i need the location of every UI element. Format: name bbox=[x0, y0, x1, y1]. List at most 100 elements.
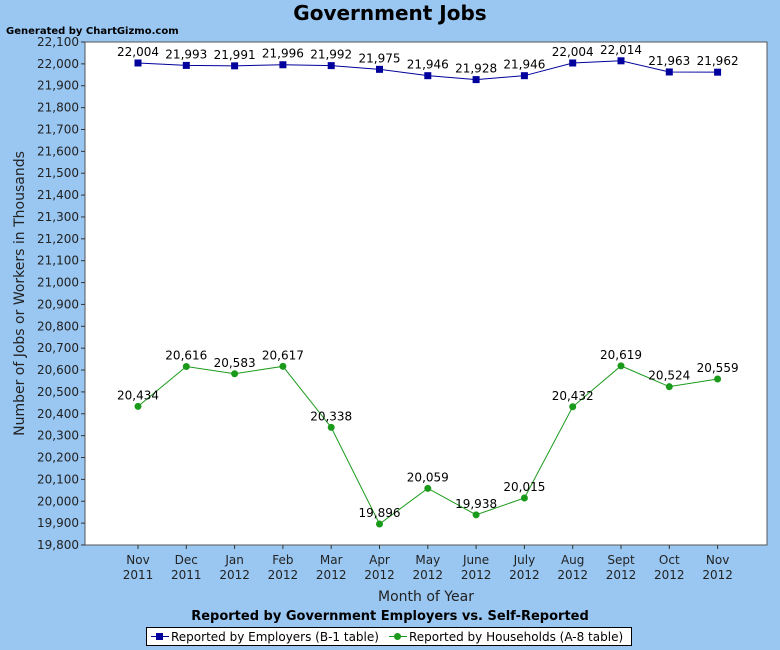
data-label: 22,004 bbox=[117, 45, 159, 59]
y-tick-label: 21,500 bbox=[37, 166, 79, 180]
data-point bbox=[424, 72, 432, 80]
data-label: 21,992 bbox=[310, 48, 352, 62]
y-tick-label: 21,000 bbox=[37, 276, 79, 290]
y-tick-label: 21,900 bbox=[37, 79, 79, 93]
y-tick-label: 19,900 bbox=[37, 516, 79, 530]
y-tick-label: 19,800 bbox=[37, 538, 79, 552]
x-tick-label: 2011 bbox=[171, 568, 202, 582]
x-tick-label: 2012 bbox=[702, 568, 733, 582]
data-label: 20,338 bbox=[310, 409, 352, 423]
data-point bbox=[520, 494, 528, 502]
data-label: 20,616 bbox=[165, 349, 207, 363]
y-tick-label: 20,700 bbox=[37, 341, 79, 355]
data-point bbox=[617, 57, 625, 65]
data-label: 21,996 bbox=[262, 47, 304, 61]
x-tick-label: June bbox=[462, 553, 489, 567]
data-point bbox=[231, 370, 239, 378]
data-point bbox=[327, 423, 335, 431]
legend-label-households: Reported by Households (A-8 table) bbox=[408, 629, 624, 644]
data-point bbox=[327, 62, 335, 70]
chart-subtitle: Reported by Government Employers vs. Sel… bbox=[191, 609, 589, 624]
data-label: 20,559 bbox=[697, 361, 739, 375]
x-tick-label: 2012 bbox=[606, 568, 637, 582]
y-axis-label: Number of Jobs or Workers in Thousands bbox=[12, 151, 28, 436]
data-point bbox=[231, 62, 239, 70]
generated-by-label: Generated by ChartGizmo.com bbox=[6, 26, 179, 37]
data-point bbox=[182, 363, 190, 371]
data-point bbox=[472, 76, 480, 84]
x-tick-label: Apr bbox=[369, 553, 390, 567]
data-point bbox=[279, 362, 287, 370]
data-point bbox=[182, 61, 190, 69]
x-tick-label: 2012 bbox=[509, 568, 540, 582]
data-point bbox=[617, 362, 625, 370]
y-tick-label: 20,400 bbox=[37, 407, 79, 421]
x-tick-label: 2012 bbox=[461, 568, 492, 582]
chart-title: Government Jobs bbox=[293, 1, 487, 25]
data-point bbox=[279, 61, 287, 69]
x-tick-label: July bbox=[513, 553, 536, 567]
y-tick-label: 20,300 bbox=[37, 429, 79, 443]
data-label: 20,583 bbox=[214, 356, 256, 370]
data-label: 20,524 bbox=[648, 369, 690, 383]
x-tick-label: 2012 bbox=[219, 568, 250, 582]
x-tick-label: Nov bbox=[126, 553, 149, 567]
x-tick-label: May bbox=[415, 553, 440, 567]
chart-legend: Reported by Employers (B-1 table) Report… bbox=[146, 627, 632, 646]
y-tick-label: 21,100 bbox=[37, 254, 79, 268]
legend-item-households: Reported by Households (A-8 table) bbox=[388, 629, 624, 644]
y-tick-label: 21,800 bbox=[37, 101, 79, 115]
data-label: 20,434 bbox=[117, 388, 159, 402]
x-tick-label: 2011 bbox=[123, 568, 154, 582]
y-tick-label: 21,400 bbox=[37, 188, 79, 202]
legend-label-employers: Reported by Employers (B-1 table) bbox=[171, 629, 379, 644]
x-tick-label: Dec bbox=[175, 553, 198, 567]
x-tick-label: Nov bbox=[706, 553, 729, 567]
data-point bbox=[520, 72, 528, 80]
x-axis-label: Month of Year bbox=[378, 589, 474, 605]
x-tick-label: Oct bbox=[659, 553, 680, 567]
x-tick-label: 2012 bbox=[413, 568, 444, 582]
data-label: 21,975 bbox=[359, 51, 401, 65]
y-tick-label: 20,500 bbox=[37, 385, 79, 399]
data-point bbox=[472, 511, 480, 519]
data-label: 20,015 bbox=[503, 480, 545, 494]
x-tick-label: 2012 bbox=[654, 568, 685, 582]
y-tick-label: 20,200 bbox=[37, 451, 79, 465]
x-tick-label: Aug bbox=[561, 553, 584, 567]
data-label: 20,619 bbox=[600, 348, 642, 362]
x-tick-label: 2012 bbox=[557, 568, 588, 582]
x-tick-label: 2012 bbox=[316, 568, 347, 582]
line-chart: 19,800 19,900 20,000 20,100 20,200 20,300 20,4… bbox=[12, 35, 768, 605]
data-label: 20,617 bbox=[262, 348, 304, 362]
data-label: 22,014 bbox=[600, 43, 642, 57]
y-tick-label: 20,900 bbox=[37, 297, 79, 311]
data-label: 21,963 bbox=[648, 54, 690, 68]
data-label: 19,896 bbox=[359, 506, 401, 520]
y-tick-label: 21,200 bbox=[37, 232, 79, 246]
x-tick-label: Feb bbox=[272, 553, 293, 567]
data-label: 21,928 bbox=[455, 62, 497, 76]
x-tick-label: 2012 bbox=[268, 568, 299, 582]
y-tick-label: 20,800 bbox=[37, 319, 79, 333]
data-point bbox=[134, 59, 142, 67]
data-label: 21,993 bbox=[165, 47, 207, 61]
legend-symbol-households bbox=[388, 632, 407, 642]
data-label: 22,004 bbox=[552, 45, 594, 59]
data-point bbox=[665, 383, 673, 391]
plot-area bbox=[84, 41, 768, 546]
y-tick-label: 20,000 bbox=[37, 494, 79, 508]
y-tick-label: 22,100 bbox=[37, 35, 79, 49]
data-point bbox=[665, 68, 673, 76]
y-tick-label: 20,100 bbox=[37, 472, 79, 486]
x-tick-label: Mar bbox=[320, 553, 343, 567]
data-label: 20,059 bbox=[407, 470, 449, 484]
data-point bbox=[376, 520, 383, 528]
data-point bbox=[376, 65, 383, 73]
y-tick-label: 21,600 bbox=[37, 144, 79, 158]
data-label: 21,946 bbox=[407, 58, 449, 72]
data-label: 21,946 bbox=[503, 58, 545, 72]
legend-symbol-employers bbox=[151, 632, 169, 642]
data-point bbox=[714, 375, 722, 383]
y-tick-label: 21,300 bbox=[37, 210, 79, 224]
